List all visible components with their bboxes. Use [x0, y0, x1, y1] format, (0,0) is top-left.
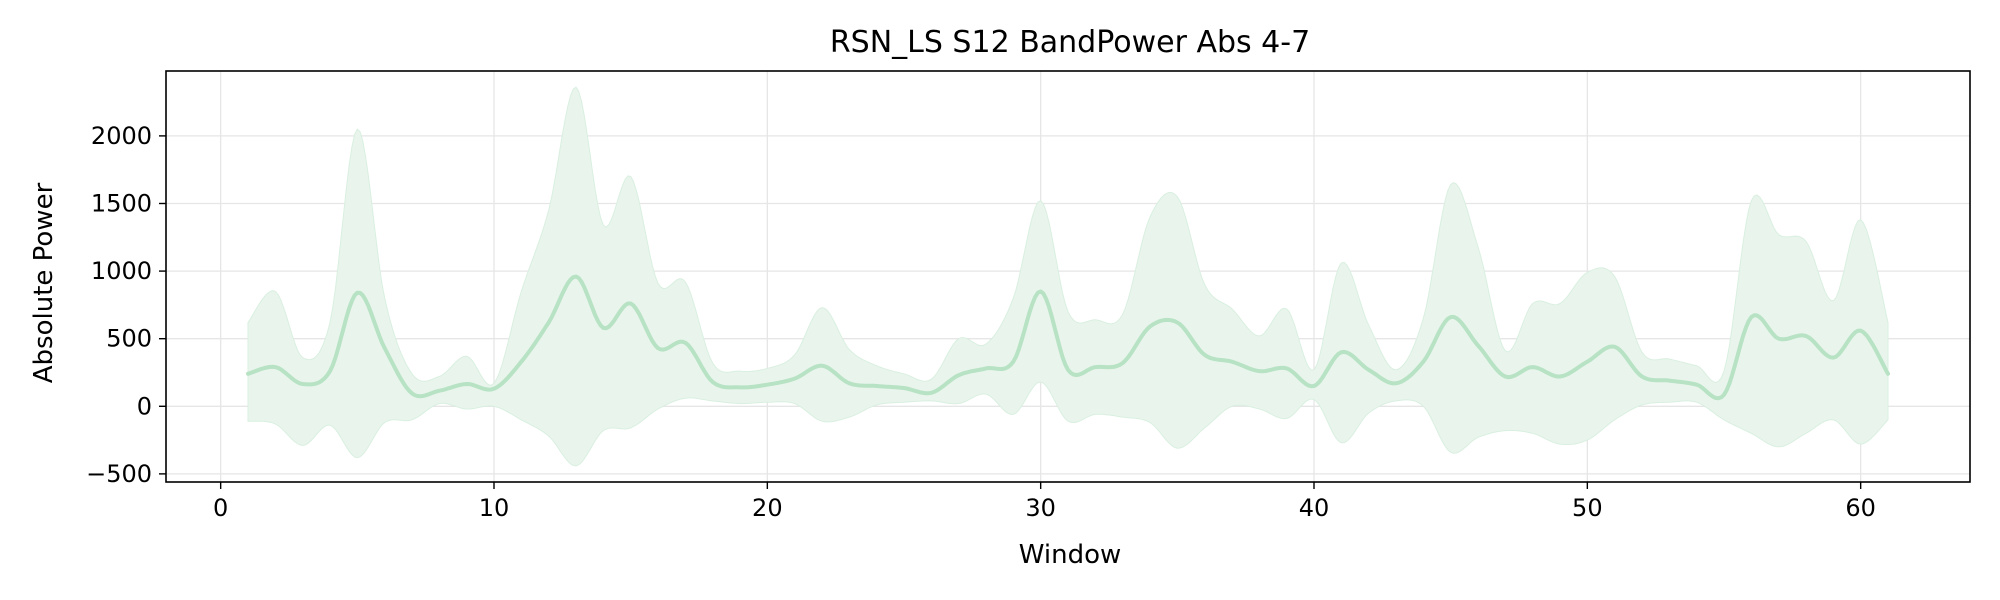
mean-point — [492, 387, 496, 391]
mean-point — [984, 366, 988, 370]
mean-point — [1804, 334, 1808, 338]
mean-point — [793, 377, 797, 381]
mean-point — [519, 360, 523, 364]
y-tick-label: 2000 — [91, 122, 152, 150]
mean-point — [1558, 375, 1562, 379]
mean-point — [1339, 350, 1343, 354]
mean-point — [1421, 360, 1425, 364]
mean-point — [273, 365, 277, 369]
mean-point — [1859, 329, 1863, 333]
mean-point — [1230, 360, 1234, 364]
mean-point — [465, 382, 469, 386]
mean-point — [656, 346, 660, 350]
mean-point — [246, 372, 250, 376]
mean-point — [1503, 375, 1507, 379]
mean-point — [1093, 365, 1097, 369]
mean-point — [1148, 325, 1152, 329]
mean-point — [574, 275, 578, 279]
mean-point — [711, 380, 715, 384]
x-tick-label: 60 — [1845, 494, 1876, 522]
mean-point — [1777, 337, 1781, 341]
mean-point — [847, 381, 851, 385]
mean-point — [1039, 289, 1043, 293]
x-tick-label: 30 — [1025, 494, 1056, 522]
mean-point — [1285, 366, 1289, 370]
mean-point — [1476, 343, 1480, 347]
x-tick-label: 0 — [213, 494, 228, 522]
x-tick-label: 40 — [1299, 494, 1330, 522]
mean-point — [738, 385, 742, 389]
mean-point — [1011, 360, 1015, 364]
mean-point — [683, 341, 687, 345]
x-axis-label: Window — [1019, 540, 1122, 570]
mean-point — [1531, 365, 1535, 369]
mean-point — [765, 383, 769, 387]
mean-point — [1613, 345, 1617, 349]
x-tick-label: 10 — [479, 494, 510, 522]
std-band-area — [247, 86, 1889, 467]
mean-point — [1585, 360, 1589, 364]
mean-point — [1175, 320, 1179, 324]
mean-point — [328, 369, 332, 373]
mean-point — [820, 364, 824, 368]
mean-point — [437, 389, 441, 393]
mean-point — [1749, 315, 1753, 319]
mean-point — [383, 346, 387, 350]
mean-point — [355, 291, 359, 295]
mean-point — [1312, 384, 1316, 388]
mean-point — [929, 391, 933, 395]
plot-frame — [165, 70, 1971, 483]
y-tick-label: 1500 — [91, 189, 152, 217]
mean-point — [547, 320, 551, 324]
y-tick-label: 0 — [137, 392, 152, 420]
y-axis-label: Absolute Power — [29, 182, 59, 383]
mean-point — [1394, 381, 1398, 385]
mean-point — [601, 326, 605, 330]
y-axis-ticks: −500 0 500 1000 1500 2000 — [86, 122, 166, 488]
x-tick-label: 20 — [752, 494, 783, 522]
mean-point — [1695, 383, 1699, 387]
mean-line — [246, 274, 1890, 401]
mean-point — [1886, 372, 1890, 376]
mean-point — [1667, 379, 1671, 383]
y-tick-label: −500 — [86, 460, 152, 488]
mean-point — [1831, 356, 1835, 360]
mean-point — [1367, 368, 1371, 372]
chart-title: RSN_LS S12 BandPower Abs 4-7 — [830, 25, 1310, 60]
mean-point — [1722, 393, 1726, 397]
mean-point — [1203, 353, 1207, 357]
y-tick-label: 500 — [106, 325, 152, 353]
x-axis-ticks: 0 10 20 30 40 50 60 — [213, 482, 1876, 522]
mean-point — [1640, 375, 1644, 379]
mean-point — [1449, 315, 1453, 319]
mean-point — [875, 384, 879, 388]
mean-point — [301, 382, 305, 386]
mean-point — [1121, 361, 1125, 365]
mean-point — [957, 373, 961, 377]
mean-point — [629, 302, 633, 306]
x-tick-label: 50 — [1572, 494, 1603, 522]
mean-point — [410, 391, 414, 395]
mean-point — [1257, 369, 1261, 373]
y-tick-label: 1000 — [91, 257, 152, 285]
mean-point — [902, 386, 906, 390]
mean-point — [1066, 368, 1070, 372]
